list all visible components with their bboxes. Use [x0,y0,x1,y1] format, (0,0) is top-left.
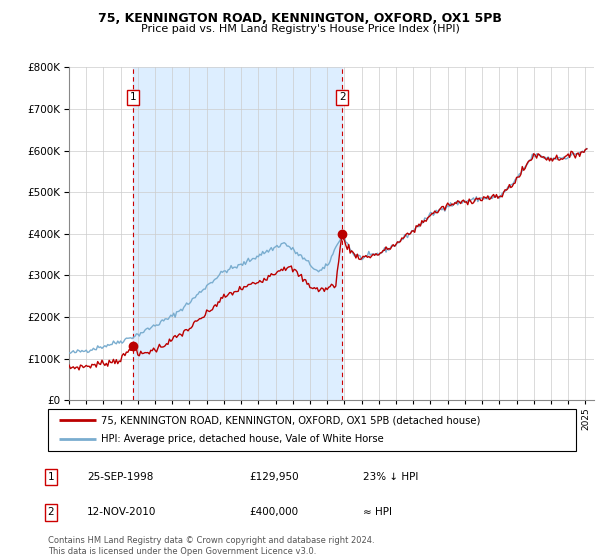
Bar [133,67,342,400]
Text: Contains HM Land Registry data © Crown copyright and database right 2024.
This d: Contains HM Land Registry data © Crown c… [48,536,374,556]
Text: 25-SEP-1998: 25-SEP-1998 [87,472,154,482]
FancyBboxPatch shape [48,409,576,451]
Text: 2: 2 [47,507,55,517]
Text: 75, KENNINGTON ROAD, KENNINGTON, OXFORD, OX1 5PB (detached house): 75, KENNINGTON ROAD, KENNINGTON, OXFORD,… [101,415,480,425]
Text: 2: 2 [339,92,346,102]
Text: HPI: Average price, detached house, Vale of White Horse: HPI: Average price, detached house, Vale… [101,435,383,445]
Text: 1: 1 [47,472,55,482]
Text: ≈ HPI: ≈ HPI [363,507,392,517]
Text: 12-NOV-2010: 12-NOV-2010 [87,507,157,517]
Text: 1: 1 [130,92,137,102]
Text: £400,000: £400,000 [249,507,298,517]
Text: £129,950: £129,950 [249,472,299,482]
Text: 75, KENNINGTON ROAD, KENNINGTON, OXFORD, OX1 5PB: 75, KENNINGTON ROAD, KENNINGTON, OXFORD,… [98,12,502,25]
Text: 23% ↓ HPI: 23% ↓ HPI [363,472,418,482]
Text: Price paid vs. HM Land Registry's House Price Index (HPI): Price paid vs. HM Land Registry's House … [140,24,460,34]
